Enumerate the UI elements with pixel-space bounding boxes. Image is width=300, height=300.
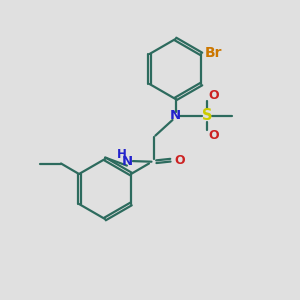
Text: S: S bbox=[202, 108, 212, 123]
Text: O: O bbox=[208, 89, 219, 102]
Text: Br: Br bbox=[205, 46, 223, 60]
Text: N: N bbox=[170, 109, 181, 122]
Text: O: O bbox=[208, 129, 219, 142]
Text: O: O bbox=[174, 154, 185, 167]
Text: H: H bbox=[117, 148, 126, 161]
Text: N: N bbox=[121, 154, 133, 168]
